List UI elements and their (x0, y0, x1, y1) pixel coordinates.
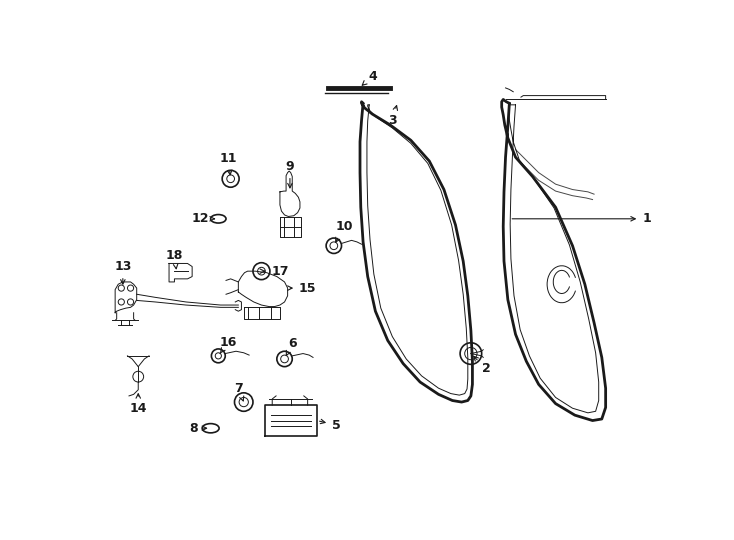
Text: 15: 15 (288, 281, 316, 295)
Text: 2: 2 (473, 356, 490, 375)
Text: 5: 5 (319, 418, 341, 431)
Text: 6: 6 (286, 337, 297, 356)
Text: 12: 12 (191, 212, 214, 225)
Text: 10: 10 (335, 220, 352, 242)
Text: 17: 17 (260, 265, 288, 278)
Text: 11: 11 (219, 152, 237, 175)
Text: 8: 8 (189, 422, 206, 435)
Text: 16: 16 (219, 335, 237, 354)
Text: 1: 1 (512, 212, 651, 225)
Text: 3: 3 (388, 106, 398, 127)
Text: 18: 18 (166, 249, 183, 269)
Text: 13: 13 (115, 260, 131, 284)
Text: 7: 7 (234, 382, 244, 401)
Text: 4: 4 (363, 70, 377, 85)
Text: 9: 9 (286, 160, 294, 188)
Text: 14: 14 (129, 394, 147, 415)
